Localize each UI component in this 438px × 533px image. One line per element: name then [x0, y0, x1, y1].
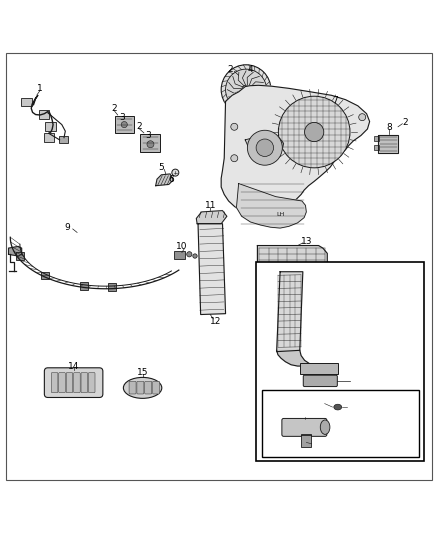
Circle shape [193, 254, 197, 258]
FancyBboxPatch shape [152, 381, 159, 394]
Circle shape [172, 169, 179, 176]
FancyBboxPatch shape [256, 262, 424, 461]
FancyBboxPatch shape [262, 390, 419, 457]
Ellipse shape [320, 420, 330, 434]
FancyBboxPatch shape [59, 135, 68, 142]
FancyBboxPatch shape [282, 418, 327, 437]
FancyBboxPatch shape [108, 284, 116, 291]
FancyBboxPatch shape [74, 373, 80, 393]
Circle shape [147, 141, 154, 148]
FancyBboxPatch shape [374, 144, 379, 150]
Circle shape [256, 139, 274, 157]
Text: 7: 7 [332, 96, 338, 105]
Text: 20: 20 [296, 410, 307, 419]
FancyBboxPatch shape [300, 363, 338, 374]
Polygon shape [196, 211, 227, 224]
FancyBboxPatch shape [80, 282, 88, 290]
FancyBboxPatch shape [44, 133, 54, 142]
Polygon shape [237, 183, 306, 228]
Text: 4: 4 [247, 64, 253, 74]
FancyBboxPatch shape [374, 136, 379, 141]
Text: 13: 13 [300, 237, 312, 246]
Polygon shape [245, 135, 284, 161]
Text: 2: 2 [137, 122, 142, 131]
Polygon shape [155, 174, 173, 185]
Text: 9: 9 [64, 223, 70, 232]
FancyBboxPatch shape [45, 123, 56, 131]
Circle shape [231, 155, 238, 161]
Text: 15: 15 [137, 368, 148, 377]
FancyBboxPatch shape [115, 116, 134, 133]
Text: 2: 2 [111, 104, 117, 113]
FancyBboxPatch shape [41, 271, 49, 279]
Text: 3: 3 [145, 131, 151, 140]
Text: 16: 16 [330, 266, 342, 276]
Circle shape [121, 122, 127, 128]
Circle shape [359, 114, 366, 120]
FancyBboxPatch shape [129, 381, 136, 394]
FancyBboxPatch shape [300, 434, 311, 447]
FancyBboxPatch shape [59, 373, 65, 393]
Circle shape [187, 252, 192, 257]
FancyBboxPatch shape [51, 373, 58, 393]
Text: 6: 6 [168, 175, 174, 184]
Text: 3: 3 [119, 112, 125, 122]
Polygon shape [198, 224, 226, 314]
FancyBboxPatch shape [39, 110, 49, 119]
FancyBboxPatch shape [81, 373, 88, 393]
Text: LH: LH [276, 213, 284, 217]
Circle shape [279, 96, 350, 168]
Text: 1: 1 [37, 84, 43, 93]
Text: 12: 12 [210, 317, 221, 326]
Polygon shape [9, 246, 21, 256]
FancyBboxPatch shape [16, 253, 24, 260]
FancyBboxPatch shape [137, 381, 144, 394]
FancyBboxPatch shape [21, 98, 32, 106]
Text: 8: 8 [386, 123, 392, 132]
Text: 18: 18 [346, 402, 358, 411]
Polygon shape [277, 272, 303, 352]
Text: 14: 14 [68, 361, 80, 370]
Circle shape [231, 123, 238, 130]
Text: 10: 10 [176, 243, 187, 252]
FancyBboxPatch shape [174, 251, 184, 259]
Polygon shape [277, 350, 332, 367]
Text: 5: 5 [159, 163, 164, 172]
Text: 19: 19 [309, 398, 321, 407]
Text: 2: 2 [227, 64, 233, 74]
FancyBboxPatch shape [303, 375, 337, 386]
Text: 17: 17 [350, 376, 361, 385]
Text: 2: 2 [403, 118, 408, 127]
Ellipse shape [124, 377, 162, 398]
Polygon shape [221, 85, 370, 215]
Ellipse shape [334, 404, 342, 410]
FancyBboxPatch shape [141, 134, 160, 152]
FancyBboxPatch shape [66, 373, 73, 393]
Circle shape [242, 85, 251, 94]
FancyBboxPatch shape [44, 368, 103, 398]
FancyBboxPatch shape [145, 381, 152, 394]
Circle shape [221, 65, 271, 115]
Polygon shape [258, 246, 327, 275]
Circle shape [247, 130, 283, 165]
Text: 21: 21 [309, 440, 321, 449]
Polygon shape [378, 135, 398, 153]
Circle shape [226, 69, 267, 110]
Text: 11: 11 [205, 201, 216, 210]
FancyBboxPatch shape [88, 373, 95, 393]
Circle shape [304, 123, 324, 142]
